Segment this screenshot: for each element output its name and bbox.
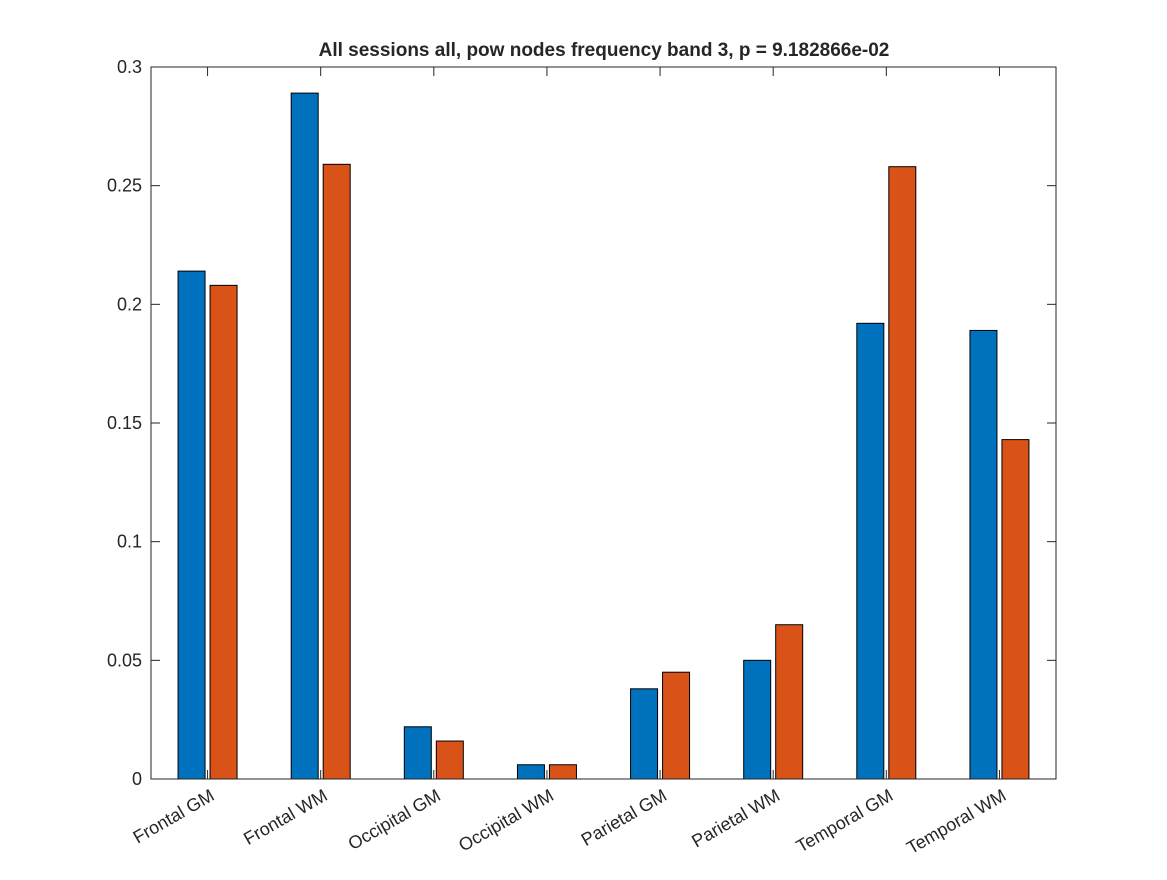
ytick-label: 0.05: [107, 650, 142, 670]
xtick-label: Temporal GM: [793, 785, 897, 856]
bar-s2-temporal-wm: [1001, 439, 1030, 780]
bar-s2-temporal-gm: [888, 166, 917, 780]
axes-box: [150, 66, 1057, 780]
xtick-label: Parietal WM: [688, 785, 783, 851]
bars-layer: [177, 92, 1030, 780]
bar-s2-parietal-gm: [662, 671, 691, 780]
ytick-label: 0.3: [117, 57, 142, 77]
bar-s2-occipital-gm: [435, 740, 464, 780]
xtick-label: Occipital WM: [455, 785, 557, 855]
xtick-label: Parietal GM: [578, 785, 670, 850]
bar-s1-temporal-wm: [969, 329, 998, 780]
bar-s1-parietal-wm: [743, 659, 772, 780]
bar-s2-occipital-wm: [548, 764, 577, 780]
bar-s1-parietal-gm: [630, 688, 659, 780]
bar-s1-frontal-gm: [177, 270, 206, 780]
bar-s2-frontal-wm: [322, 163, 351, 780]
ytick-label: 0.25: [107, 176, 142, 196]
bar-s1-temporal-gm: [856, 322, 885, 780]
chart-title: All sessions all, pow nodes frequency ba…: [319, 40, 890, 61]
xtick-label: Occipital GM: [345, 785, 444, 854]
xtick-label: Frontal GM: [130, 785, 218, 847]
bar-s1-occipital-wm: [516, 764, 545, 780]
bar-s1-occipital-gm: [403, 726, 432, 780]
ytick-label: 0.1: [117, 532, 142, 552]
ytick-label: 0.2: [117, 294, 142, 314]
ytick-label: 0: [132, 769, 142, 789]
bar-s2-parietal-wm: [775, 624, 804, 780]
xtick-label: Frontal WM: [240, 785, 331, 849]
xtick-label: Temporal WM: [903, 785, 1009, 858]
bar-s2-frontal-gm: [209, 284, 238, 780]
ytick-label: 0.15: [107, 413, 142, 433]
bar-s1-frontal-wm: [290, 92, 319, 780]
axes-layer: [150, 66, 1057, 780]
